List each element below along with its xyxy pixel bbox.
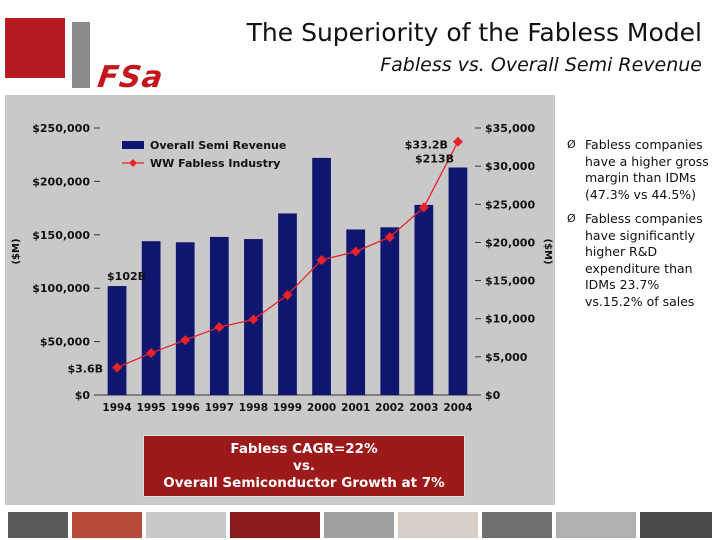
legend-swatch-bar	[122, 141, 144, 149]
line-point	[418, 202, 429, 213]
right-tick-label: $20,000	[485, 236, 535, 249]
callout-line-3: Overall Semiconductor Growth at 7%	[163, 474, 445, 491]
line-point	[282, 290, 293, 301]
x-tick-label: 1995	[137, 402, 166, 414]
x-tick-label: 2004	[443, 402, 472, 414]
slide-subtitle: Fabless vs. Overall Semi Revenue	[380, 54, 702, 76]
right-tick-label: $35,000	[485, 122, 535, 135]
x-tick-label: 2003	[409, 402, 438, 414]
bar	[107, 286, 127, 395]
bullet-text: Fabless companies have a higher gross ma…	[585, 137, 709, 202]
bullet-list: Ø Fabless companies have a higher gross …	[567, 137, 717, 318]
slide-title: The Superiority of the Fabless Model	[246, 18, 702, 47]
bar	[380, 227, 400, 395]
bullet-arrow-icon: Ø	[567, 138, 576, 151]
bar	[209, 236, 229, 395]
right-axis-label: ($M)	[542, 238, 553, 264]
bar	[312, 157, 331, 395]
line-point	[384, 232, 395, 243]
bullet-item: Ø Fabless companies have significantly h…	[567, 211, 717, 310]
annotation-label: $213B	[415, 153, 454, 166]
x-tick-label: 1999	[273, 402, 302, 414]
line-point	[248, 314, 259, 325]
bar	[141, 241, 161, 395]
right-tick-label: $15,000	[485, 275, 535, 288]
bar	[346, 229, 366, 395]
callout-line-1: Fabless CAGR=22%	[230, 440, 378, 457]
line-point	[452, 136, 463, 147]
line-point	[350, 246, 361, 257]
line-point	[146, 348, 157, 359]
line-point	[316, 254, 327, 265]
line-point	[112, 362, 123, 373]
right-tick-label: $25,000	[485, 198, 535, 211]
x-tick-label: 1996	[171, 402, 200, 414]
x-tick-label: 1997	[205, 402, 234, 414]
right-tick-label: $10,000	[485, 313, 535, 326]
left-tick-label: $0	[75, 389, 91, 402]
left-tick-label: $100,000	[32, 282, 90, 295]
x-tick-label: 2002	[375, 402, 404, 414]
bullet-arrow-icon: Ø	[567, 212, 576, 225]
right-tick-label: $5,000	[485, 351, 528, 364]
legend-label: Overall Semi Revenue	[150, 139, 286, 152]
x-tick-label: 2001	[341, 402, 370, 414]
right-tick-label: $0	[485, 389, 501, 402]
left-tick-label: $50,000	[40, 336, 90, 349]
bar	[414, 204, 434, 395]
legend-swatch-marker	[129, 159, 137, 167]
left-tick-label: $150,000	[32, 229, 90, 242]
left-tick-label: $200,000	[32, 175, 90, 188]
cagr-callout: Fabless CAGR=22% vs. Overall Semiconduct…	[143, 435, 465, 497]
left-tick-label: $250,000	[32, 122, 90, 135]
x-tick-label: 1994	[102, 402, 131, 414]
annotation-label: $102B	[107, 270, 146, 283]
line-point	[214, 322, 225, 333]
legend-label: WW Fabless Industry	[150, 157, 280, 170]
x-tick-label: 2000	[307, 402, 336, 414]
footer-image-strip	[0, 510, 720, 540]
left-axis-label: ($M)	[11, 238, 22, 264]
annotation-label: $33.2B	[405, 139, 448, 152]
x-tick-label: 1998	[239, 402, 268, 414]
logo-block-gray	[72, 22, 90, 88]
bar	[448, 167, 468, 395]
bullet-text: Fabless companies have significantly hig…	[585, 211, 703, 309]
bullet-item: Ø Fabless companies have a higher gross …	[567, 137, 717, 203]
bar	[278, 213, 297, 395]
callout-line-2: vs.	[293, 457, 315, 474]
right-tick-label: $30,000	[485, 160, 535, 173]
line-point	[180, 335, 191, 346]
logo-block-red	[5, 18, 65, 78]
bar	[175, 242, 195, 395]
annotation-label: $3.6B	[68, 363, 104, 376]
chart-svg: $0 $50,000 $100,000 $150,000 $200,000 $250,00…	[11, 122, 553, 414]
